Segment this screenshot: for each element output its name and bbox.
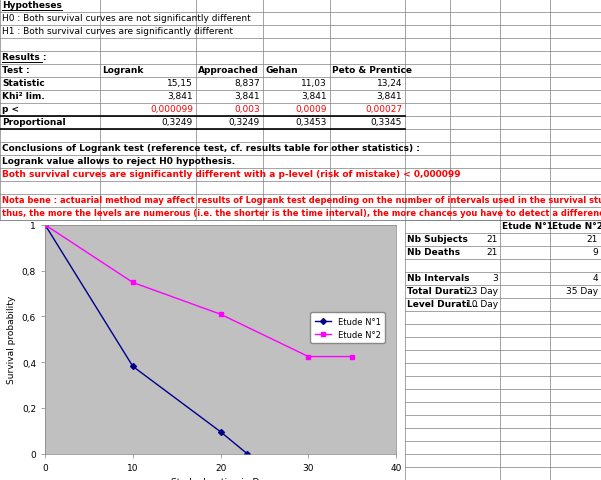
- Legend: Etude N°1, Etude N°2: Etude N°1, Etude N°2: [311, 313, 385, 343]
- Text: 9: 9: [592, 248, 598, 256]
- Text: Both survival curves are significantly different with a p-level (risk of mistake: Both survival curves are significantly d…: [2, 169, 460, 179]
- Text: 8,837: 8,837: [234, 79, 260, 88]
- Text: Level Durati…: Level Durati…: [407, 300, 478, 308]
- Text: Etude N°2: Etude N°2: [552, 222, 601, 230]
- Etude N°2: [349, 354, 356, 360]
- Text: Total Durati…: Total Durati…: [407, 287, 476, 295]
- Etude N°1: [243, 451, 251, 456]
- Text: 0,00027: 0,00027: [365, 105, 402, 114]
- Text: 21: 21: [487, 248, 498, 256]
- Text: Approached: Approached: [198, 66, 259, 75]
- Text: 15,15: 15,15: [167, 79, 193, 88]
- Text: 23 Day: 23 Day: [466, 287, 498, 295]
- X-axis label: Study duration in Day: Study duration in Day: [171, 477, 270, 480]
- Etude N°1: [217, 429, 224, 435]
- Text: Nb Deaths: Nb Deaths: [407, 248, 460, 256]
- Text: Gehan: Gehan: [265, 66, 297, 75]
- Text: 0,0009: 0,0009: [296, 105, 327, 114]
- Text: 3,841: 3,841: [234, 92, 260, 101]
- Text: p <: p <: [2, 105, 19, 114]
- Etude N°2: [305, 354, 312, 360]
- Etude N°2: [129, 280, 136, 286]
- Text: 0,003: 0,003: [234, 105, 260, 114]
- Text: Nb Subjects: Nb Subjects: [407, 235, 468, 243]
- Line: Etude N°1: Etude N°1: [43, 223, 249, 456]
- Text: 3,841: 3,841: [301, 92, 327, 101]
- Y-axis label: Survival probability: Survival probability: [7, 295, 16, 384]
- Text: H1 : Both survival curves are significantly different: H1 : Both survival curves are significan…: [2, 27, 233, 36]
- Text: 11,03: 11,03: [301, 79, 327, 88]
- Etude N°1: [41, 222, 49, 228]
- Text: 10 Day: 10 Day: [466, 300, 498, 308]
- Line: Etude N°2: Etude N°2: [43, 223, 355, 359]
- Text: 21: 21: [587, 235, 598, 243]
- Text: thus, the more the levels are numerous (i.e. the shorter is the time interval), : thus, the more the levels are numerous (…: [2, 209, 601, 217]
- Text: Nb Intervals: Nb Intervals: [407, 274, 469, 282]
- Text: 3,841: 3,841: [167, 92, 193, 101]
- Text: 13,24: 13,24: [376, 79, 402, 88]
- Text: Test :: Test :: [2, 66, 29, 75]
- Text: 0,3345: 0,3345: [371, 118, 402, 127]
- Text: Conclusions of Logrank test (reference test, cf. results table for other statist: Conclusions of Logrank test (reference t…: [2, 144, 420, 153]
- Text: Khi² lim.: Khi² lim.: [2, 92, 44, 101]
- Text: Nota bene : actuarial method may affect results of Logrank test depending on the: Nota bene : actuarial method may affect …: [2, 195, 601, 204]
- Text: 3: 3: [492, 274, 498, 282]
- Text: Statistic: Statistic: [2, 79, 44, 88]
- Text: 3,841: 3,841: [376, 92, 402, 101]
- Text: H0 : Both survival curves are not significantly different: H0 : Both survival curves are not signif…: [2, 14, 251, 23]
- Text: 21: 21: [487, 235, 498, 243]
- Text: 0,3453: 0,3453: [296, 118, 327, 127]
- Text: Logrank: Logrank: [102, 66, 144, 75]
- Text: Logrank value allows to reject H0 hypothesis.: Logrank value allows to reject H0 hypoth…: [2, 156, 235, 166]
- Text: Hypotheses: Hypotheses: [2, 1, 62, 10]
- Text: Etude N°1: Etude N°1: [502, 222, 553, 230]
- Text: Proportional: Proportional: [2, 118, 66, 127]
- Text: Peto & Prentice: Peto & Prentice: [332, 66, 412, 75]
- Etude N°2: [217, 312, 224, 317]
- Text: 0,000099: 0,000099: [150, 105, 193, 114]
- Text: 0,3249: 0,3249: [162, 118, 193, 127]
- Etude N°1: [129, 364, 136, 370]
- Etude N°2: [41, 222, 49, 228]
- Text: 35 Day: 35 Day: [566, 287, 598, 295]
- Text: 0,3249: 0,3249: [229, 118, 260, 127]
- Text: Results :: Results :: [2, 53, 46, 62]
- Text: 4: 4: [593, 274, 598, 282]
